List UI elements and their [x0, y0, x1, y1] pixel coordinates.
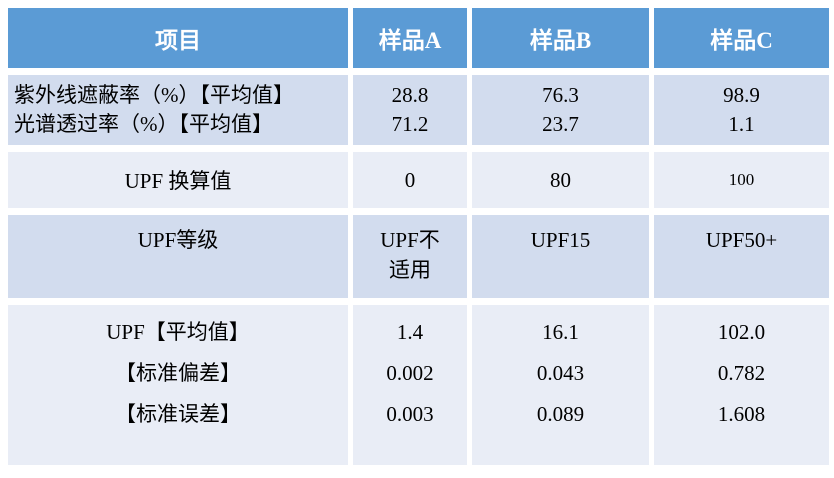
row-upf-stats: UPF【平均值】 【标准偏差】 【标准误差】 1.4 0.002 0.003 1…: [8, 305, 829, 465]
upf-stats-sample-c-cell: 102.0 0.782 1.608: [654, 305, 829, 465]
upf-stderr-c: 1.608: [717, 402, 766, 426]
upf-grade-sample-b-cell: UPF15: [472, 215, 649, 298]
upf-grade-label-cell: UPF等级: [8, 215, 348, 298]
upf-stddev-a: 0.002: [386, 361, 434, 385]
uv-rates-label-cell: 紫外线遮蔽率（%）【平均值】 光谱透过率（%）【平均值】: [8, 75, 348, 145]
upf-conversion-sample-c: 100: [654, 152, 829, 208]
uv-transmittance-a: 71.2: [391, 112, 429, 136]
upf-mean-a: 1.4: [396, 320, 424, 344]
header-cell-sample-a: 样品A: [353, 8, 467, 68]
row-uv-rates: 紫外线遮蔽率（%）【平均值】 光谱透过率（%）【平均值】 28.8 71.2 7…: [8, 75, 829, 145]
upf-stderr-b: 0.089: [536, 402, 585, 426]
header-cell-sample-b: 样品B: [472, 8, 649, 68]
upf-stats-sample-b-cell: 16.1 0.043 0.089: [472, 305, 649, 465]
upf-mean-label: UPF【平均值】: [106, 320, 250, 344]
row-upf-grade: UPF等级 UPF不适用 UPF15 UPF50+: [8, 215, 829, 298]
header-cell-item: 项目: [8, 8, 348, 68]
upf-conversion-label-cell: UPF 换算值: [8, 152, 348, 208]
uv-rates-sample-c-cell: 98.9 1.1: [654, 75, 829, 145]
upf-grade-sample-c: UPF50+: [705, 228, 778, 252]
upf-stddev-label: 【标准偏差】: [115, 361, 241, 385]
upf-stats-label-cell: UPF【平均值】 【标准偏差】 【标准误差】: [8, 305, 348, 465]
row-upf-conversion: UPF 换算值 0 80 100: [8, 152, 829, 208]
upf-grade-sample-b: UPF15: [530, 228, 591, 252]
upf-results-table: 项目 样品A 样品B 样品C 紫外线遮蔽率（%）【平均值】 光谱透过率（%）【平…: [3, 1, 834, 472]
uv-transmittance-b: 23.7: [542, 112, 579, 136]
header-row: 项目 样品A 样品B 样品C: [8, 8, 829, 68]
upf-stats-sample-a-cell: 1.4 0.002 0.003: [353, 305, 467, 465]
uv-transmittance-label: 光谱透过率（%）【平均值】: [14, 112, 273, 136]
header-cell-sample-c: 样品C: [654, 8, 829, 68]
uv-shielding-b: 76.3: [542, 83, 579, 107]
upf-stddev-b: 0.043: [536, 361, 585, 385]
uv-rates-sample-b-cell: 76.3 23.7: [472, 75, 649, 145]
upf-mean-b: 16.1: [542, 320, 579, 344]
upf-grade-sample-a-cell: UPF不适用: [353, 215, 467, 298]
upf-grade-sample-c-cell: UPF50+: [654, 215, 829, 298]
upf-stderr-label: 【标准误差】: [115, 402, 241, 426]
upf-conversion-sample-b: 80: [472, 152, 649, 208]
upf-conversion-sample-a: 0: [353, 152, 467, 208]
uv-transmittance-c: 1.1: [728, 112, 755, 136]
uv-shielding-a: 28.8: [391, 83, 429, 107]
upf-mean-c: 102.0: [717, 320, 766, 344]
upf-stddev-c: 0.782: [717, 361, 766, 385]
upf-grade-label: UPF等级: [137, 228, 219, 252]
uv-shielding-label: 紫外线遮蔽率（%）【平均值】: [14, 83, 294, 107]
upf-grade-sample-a: UPF不适用: [380, 228, 440, 282]
upf-stderr-a: 0.003: [386, 402, 434, 426]
uv-rates-sample-a-cell: 28.8 71.2: [353, 75, 467, 145]
uv-shielding-c: 98.9: [723, 83, 760, 107]
